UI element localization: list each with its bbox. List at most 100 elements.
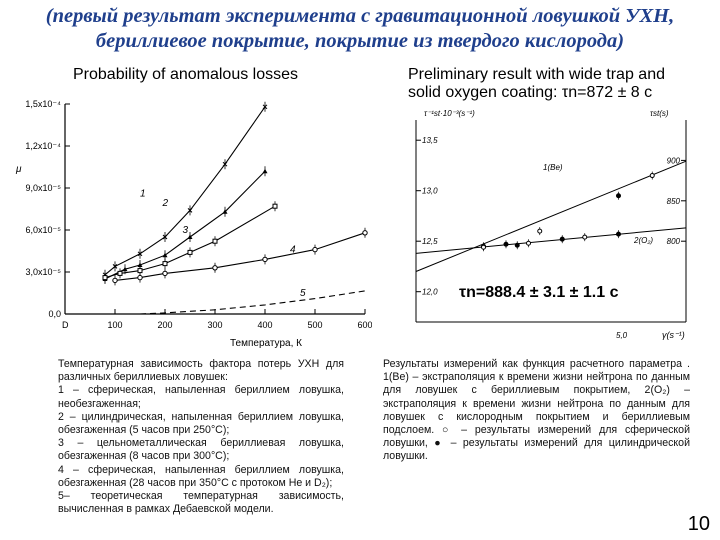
left-tick-label: 13,0	[422, 187, 438, 196]
data-point	[582, 234, 588, 240]
x-tick-label: 400	[257, 320, 272, 330]
data-point	[102, 275, 108, 281]
data-point	[526, 240, 531, 246]
y2-axis-label: τst(s)	[650, 109, 669, 118]
left-caption-line-2: 1 – сферическая, напыленная бериллием ло…	[58, 384, 344, 410]
y-tick-label: 9,0x10⁻⁵	[25, 183, 61, 193]
series-layer: 1 2 3 4 5	[102, 101, 368, 315]
data-point	[162, 234, 168, 240]
y-tick-label: 1,2x10⁻⁴	[25, 141, 61, 151]
series-label-be: 1(Be)	[543, 163, 563, 172]
data-point	[137, 274, 143, 281]
data-point	[262, 168, 268, 174]
series-line	[104, 106, 266, 276]
series-label-o2: 2(O₂)	[633, 236, 653, 245]
data-point	[137, 268, 143, 274]
y-tick-labels: 0,0 3,0x10⁻⁵ 6,0x10⁻⁵ 9,0x10⁻⁵ 1,2x10⁻⁴ 1,5x1…	[25, 99, 70, 319]
data-point	[162, 252, 168, 258]
data-point	[162, 261, 168, 267]
data-point	[122, 266, 128, 272]
left-tick-label: 12,5	[422, 237, 438, 246]
data-point	[616, 193, 621, 199]
left-caption-line-6: 5– теоретическая температурная зависимос…	[58, 490, 344, 516]
curve-label: 5	[300, 288, 306, 299]
data-point	[649, 173, 655, 179]
left-tick-labels: 13,5 13,0 12,5 12,0	[416, 136, 438, 297]
data-point	[187, 234, 193, 239]
data-point	[112, 277, 118, 284]
slide-title: (первый результат эксперимента с гравита…	[0, 4, 720, 54]
right-tick-label: 850	[667, 197, 681, 206]
y-axis-label: μ	[15, 164, 22, 175]
left-caption-line-1: Температурная зависимость фактора потерь…	[58, 358, 344, 384]
curve-label: 1	[140, 188, 146, 199]
data-point	[212, 238, 218, 244]
left-caption-line-4: 3 – цельнометаллическая бериллиевая лову…	[58, 437, 344, 463]
chart-frame	[64, 104, 365, 315]
data-point	[559, 236, 565, 242]
data-point	[137, 262, 143, 267]
data-point	[537, 228, 543, 234]
data-point	[137, 251, 143, 257]
fit-line	[415, 227, 687, 254]
right-caption: Результаты измерений как функция расчетн…	[383, 358, 690, 464]
left-tick-label: 13,5	[422, 136, 438, 145]
data-point	[312, 246, 318, 253]
x-tick-label: 200	[157, 320, 172, 330]
data-point	[514, 242, 520, 248]
left-caption-line-3: 2 – цилиндрическая, напыленная бериллием…	[58, 410, 344, 437]
x-tick-label: 600	[357, 320, 372, 330]
right-tick-labels: 800 850 900	[667, 156, 686, 246]
right-tick-label: 800	[667, 237, 681, 246]
series-5: 5	[139, 288, 366, 315]
y-tick-label: 6,0x10⁻⁵	[25, 225, 61, 235]
page-number: 10	[687, 513, 710, 535]
x-tick-label: 100	[107, 320, 122, 330]
data-point	[162, 270, 168, 277]
data-point	[362, 230, 368, 236]
data-point	[222, 209, 228, 214]
curve-label: 4	[290, 244, 296, 255]
right-tick-label: 900	[667, 156, 681, 165]
data-point	[187, 249, 193, 255]
data-point	[212, 265, 218, 271]
data-point	[187, 208, 193, 213]
data-point	[272, 203, 278, 209]
data-point	[481, 244, 486, 250]
left-heading: Probability of anomalous losses	[73, 66, 299, 83]
data-point	[262, 104, 268, 110]
right-heading-line-2: solid oxygen coating: τn=872 ± 8 c	[408, 84, 653, 101]
data-point	[112, 264, 118, 269]
data-point	[616, 231, 621, 237]
data-point	[117, 270, 123, 276]
right-caption-paragraph-1: Результаты измерений как функция расчетн…	[383, 358, 690, 463]
left-caption-line-5: 4 – сферическая, напыленная бериллием ло…	[58, 463, 344, 489]
x-tick-labels: 100 200 300 400 500 600	[64, 309, 372, 330]
series-o2	[415, 227, 687, 254]
series-1: 1	[102, 101, 268, 280]
series-line	[114, 232, 366, 281]
tau-result: τn=888.4 ± 3.1 ± 1.1 c	[459, 284, 619, 301]
fit-line	[415, 160, 687, 272]
series-4: 4	[112, 227, 368, 286]
right-heading: Preliminary result with wide trap and so…	[408, 66, 665, 102]
right-heading-line-1: Preliminary result with wide trap and	[408, 66, 665, 83]
x-tick-label: 500	[307, 320, 322, 330]
y-tick-label: 0,0	[48, 309, 61, 319]
left-caption: Температурная зависимость фактора потерь…	[58, 358, 344, 516]
y-axis-label: τ⁻¹st·10⁻³(s⁻¹)	[424, 109, 475, 118]
series-be	[415, 160, 687, 272]
y-tick-label: 3,0x10⁻⁵	[25, 267, 61, 277]
series-line	[139, 290, 366, 315]
left-tick-label: 12,0	[422, 288, 438, 297]
title-line-2: бериллиевое покрытие, покрытие из твердо…	[95, 30, 625, 52]
data-point	[222, 161, 228, 167]
data-point	[262, 256, 268, 263]
x-axis-letter: D	[62, 320, 69, 330]
x-tick-label: 300	[207, 320, 222, 330]
x-axis-label: Температура, К	[230, 338, 302, 349]
lifetime-extrapolation-chart: 13,5 13,0 12,5 12,0 800 850 900 τ⁻¹st·10⁻³(s⁻…	[415, 109, 687, 340]
chart-frame	[415, 120, 687, 323]
x-tick-label: 5,0	[616, 331, 628, 340]
x-axis-label: γ(s⁻¹)	[662, 330, 685, 340]
